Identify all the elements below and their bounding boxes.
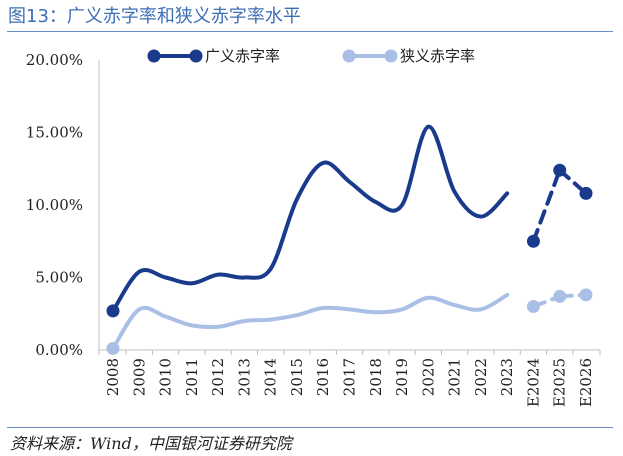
- x-tick-label: 2022: [472, 358, 490, 396]
- data-point-broad: [579, 186, 593, 200]
- legend-marker-narrow: [342, 49, 356, 63]
- x-tick-label: 2018: [367, 358, 385, 396]
- bottom-rule: [7, 427, 613, 428]
- x-tick-label: 2011: [183, 358, 201, 396]
- x-tick-label: 2023: [498, 358, 516, 396]
- x-tick-label: 2008: [104, 358, 122, 396]
- legend-marker-broad: [189, 49, 203, 63]
- y-tick-label: 5.00%: [35, 269, 83, 287]
- data-point-narrow: [553, 289, 567, 303]
- legend-marker-broad: [147, 49, 161, 63]
- y-tick-label: 15.00%: [26, 124, 83, 142]
- x-tick-label: 2020: [419, 358, 437, 396]
- series-line-narrow: [111, 292, 510, 351]
- top-rule: [7, 31, 613, 32]
- x-tick-label: 2010: [157, 358, 175, 396]
- data-point-broad: [553, 163, 567, 177]
- x-tick-label: 2017: [341, 358, 359, 396]
- legend-label-broad: 广义赤字率: [205, 47, 280, 65]
- y-tick-label: 10.00%: [26, 196, 83, 214]
- x-tick-label: 2014: [262, 358, 280, 396]
- legend-label-narrow: 狭义赤字率: [400, 47, 475, 65]
- data-point-narrow: [579, 288, 593, 302]
- data-point-narrow: [106, 342, 120, 356]
- x-tick-label: 2016: [314, 358, 332, 396]
- x-tick-label: E2024: [524, 358, 542, 407]
- legend-marker-narrow: [384, 49, 398, 63]
- x-tick-label: E2026: [577, 358, 595, 407]
- source-note: 资料来源：Wind，中国银河证券研究院: [10, 434, 292, 453]
- x-tick-label: 2009: [130, 358, 148, 396]
- x-tick-label: 2013: [235, 358, 253, 396]
- series-dashed-broad: [531, 168, 588, 244]
- x-tick-label: 2012: [209, 358, 227, 396]
- data-point-broad: [106, 304, 120, 318]
- series-line-broad: [111, 124, 510, 313]
- chart-title: 图13：广义赤字率和狭义赤字率水平: [8, 6, 301, 27]
- y-tick-label: 0.00%: [35, 341, 83, 359]
- x-tick-label: 2019: [393, 358, 411, 396]
- x-tick-label: E2025: [551, 358, 569, 407]
- x-tick-label: 2021: [446, 358, 464, 396]
- y-tick-label: 20.00%: [26, 51, 83, 69]
- data-point-narrow: [526, 300, 540, 313]
- data-point-broad: [526, 234, 540, 248]
- x-tick-label: 2015: [288, 358, 306, 396]
